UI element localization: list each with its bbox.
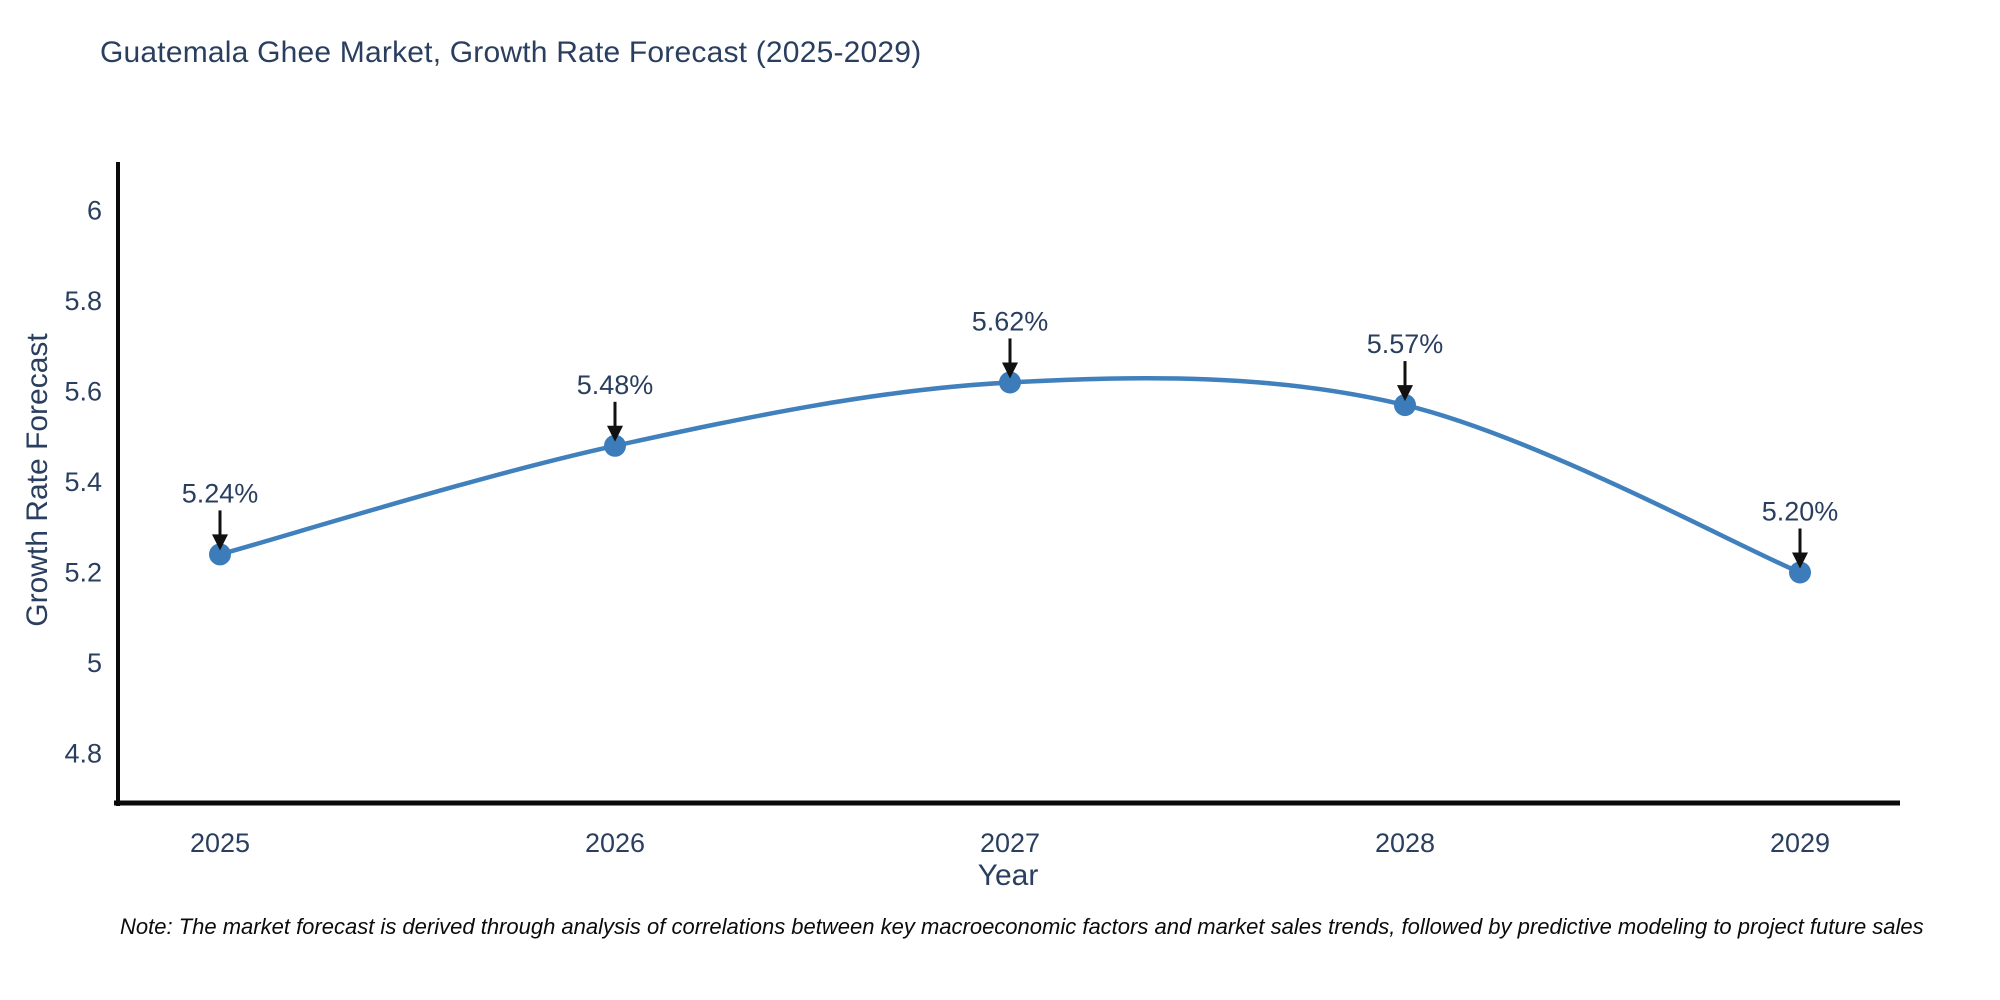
annotation-label: 5.48% <box>577 370 654 400</box>
x-tick-label: 2026 <box>585 828 645 858</box>
x-tick-label: 2029 <box>1770 828 1830 858</box>
data-point-marker <box>209 543 231 566</box>
annotation-label: 5.20% <box>1762 497 1839 527</box>
annotation-label: 5.24% <box>182 478 259 508</box>
x-tick-label: 2028 <box>1375 828 1435 858</box>
footnote: Note: The market forecast is derived thr… <box>120 914 1924 939</box>
data-point-marker <box>1394 394 1416 417</box>
y-axis-title: Growth Rate Forecast <box>21 333 54 627</box>
annotation-label: 5.57% <box>1367 329 1444 359</box>
annotation-arrowhead <box>212 534 228 551</box>
x-tick-label: 2027 <box>980 828 1040 858</box>
y-tick-label: 4.8 <box>64 739 102 769</box>
x-tick-label: 2025 <box>190 828 250 858</box>
annotation-arrowhead <box>607 425 623 442</box>
line-series <box>217 375 1803 575</box>
data-point-marker <box>999 371 1021 394</box>
y-tick-label: 5 <box>87 648 102 678</box>
y-tick-label: 5.8 <box>64 286 102 316</box>
chart-title: Guatemala Ghee Market, Growth Rate Forec… <box>100 36 922 69</box>
annotation-label: 5.62% <box>972 306 1049 336</box>
y-tick-label: 5.6 <box>64 377 102 407</box>
annotation-arrowhead <box>1397 385 1413 402</box>
y-tick-label: 5.2 <box>64 558 102 588</box>
y-tick-label: 6 <box>87 196 102 226</box>
annotation-arrowhead <box>1002 362 1018 379</box>
data-point-marker <box>604 434 626 457</box>
y-tick-label: 5.4 <box>64 467 102 497</box>
x-axis-title: Year <box>977 859 1039 892</box>
annotation-arrowhead <box>1792 552 1808 569</box>
data-point-marker <box>1789 561 1811 584</box>
